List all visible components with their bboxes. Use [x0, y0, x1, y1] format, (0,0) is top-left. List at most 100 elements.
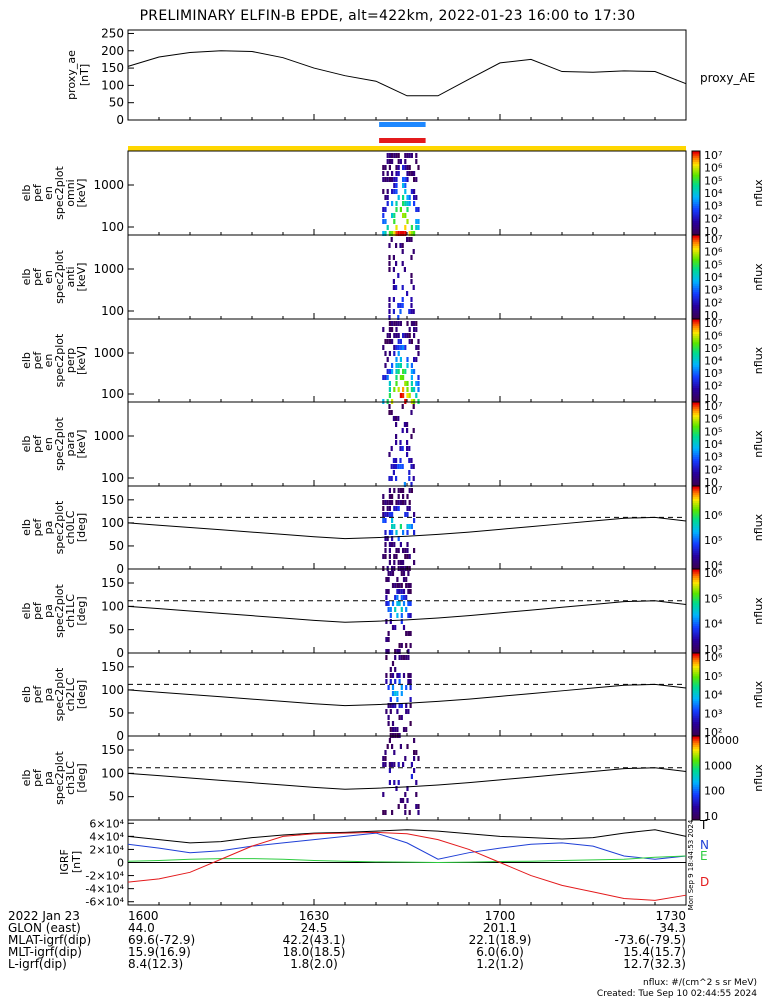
heatmap-ylabel: pa [42, 521, 55, 535]
heatmap-cell [406, 452, 409, 457]
colorbar-segment [692, 621, 700, 625]
colorbar-segment [692, 727, 700, 731]
heatmap-cell [404, 231, 407, 236]
heatmap-cell [402, 589, 406, 594]
heatmap-cell [395, 165, 398, 170]
heatmap-cell [405, 595, 408, 600]
heatmap-cell [388, 387, 391, 392]
colorbar-segment [692, 778, 700, 781]
heatmap-cell [417, 375, 420, 380]
heatmap-cell [382, 762, 385, 767]
colorbar-segment [692, 209, 700, 213]
colorbar-segment [692, 592, 700, 595]
heatmap-cell [382, 327, 385, 332]
heatmap-cell [385, 649, 388, 654]
colorbar-segment [692, 304, 700, 307]
colorbar-segment [692, 285, 700, 288]
heatmap-cell [401, 464, 404, 469]
heatmap-cell [384, 339, 387, 344]
heatmap-cell [403, 482, 406, 487]
heatmap-cell [413, 768, 416, 773]
colorbar-tick-label: 10⁴ [704, 559, 723, 572]
heatmap-cell [384, 375, 387, 380]
heatmap-cell [391, 363, 394, 368]
heatmap-cell [417, 345, 420, 350]
heatmap-cell [410, 524, 413, 529]
heatmap-ytick-label: 100 [101, 220, 124, 234]
heatmap-cell [415, 750, 418, 755]
colorbar-segment [692, 767, 700, 771]
heatmap-cell [409, 613, 412, 618]
heatmap-cell [392, 285, 395, 290]
footer-row-value: 69.6(-72.9) [128, 933, 195, 947]
heatmap-cell [406, 393, 409, 398]
footer-row-label: MLT-igrf(dip) [8, 945, 82, 959]
heatmap-cell [395, 183, 398, 188]
heatmap-cell [403, 267, 406, 272]
heatmap-cell [394, 679, 397, 684]
colorbar-segment [692, 613, 700, 616]
colorbar-segment [692, 163, 700, 167]
colorbar-segment [692, 325, 700, 328]
colorbar-segment [692, 566, 700, 570]
colorbar-segment [692, 799, 700, 802]
heatmap-cell [385, 709, 388, 714]
colorbar-segment [692, 456, 700, 460]
heatmap-cell [400, 613, 403, 618]
heatmap-cell [388, 762, 391, 767]
colorbar-segment [692, 648, 700, 652]
heatmap-cell [384, 351, 387, 356]
heatmap-cell [388, 512, 391, 517]
heatmap-cell [398, 589, 401, 594]
igrf-line-T [127, 829, 687, 844]
colorbar-segment [692, 698, 700, 702]
heatmap-cell [406, 333, 409, 338]
heatmap-cell [402, 375, 405, 380]
colorbar-segment [692, 569, 700, 572]
colorbar-frame [691, 735, 701, 821]
heatmap-cell [386, 500, 389, 505]
colorbar-segment [692, 644, 700, 648]
heatmap-cell [402, 213, 405, 218]
colorbar-segment [692, 600, 700, 604]
colorbar-segment [692, 176, 700, 179]
colorbar-segment [692, 483, 700, 487]
colorbar-segment [692, 598, 700, 601]
heatmap-cell [408, 309, 411, 314]
colorbar-segment [692, 481, 700, 485]
heatmap-cell [402, 625, 406, 630]
colorbar-segment [692, 195, 700, 198]
heatmap-cell [395, 458, 398, 463]
heatmap-cell [395, 369, 398, 374]
heatmap-cell [406, 201, 409, 206]
heatmap-cell [384, 518, 387, 523]
colorbar-segment [692, 310, 700, 314]
colorbar-segment [692, 243, 700, 246]
colorbar-segment [692, 646, 700, 650]
colorbar-segment [692, 494, 700, 497]
heatmap-cell [405, 607, 408, 612]
colorbar-segment [692, 399, 700, 403]
heatmap-4 [388, 404, 415, 487]
heatmap-cell [399, 744, 402, 749]
colorbar-segment [692, 640, 700, 643]
heatmap-cell [397, 171, 400, 176]
heatmap-cell [402, 165, 405, 170]
heatmap-cell [388, 488, 391, 493]
colorbar-segment [692, 270, 700, 274]
heatmap-ytick-label: 100 [101, 599, 124, 613]
heatmap-cell [388, 339, 391, 344]
heatmap-cell [386, 177, 389, 182]
heatmap-ylabel: pa [42, 604, 55, 618]
colorbar-segment [692, 203, 700, 207]
heatmap-cell [401, 404, 404, 409]
heatmap-cell [407, 589, 410, 594]
colorbar-tick-label: 10³ [704, 643, 722, 656]
colorbar-segment [692, 452, 700, 455]
colorbar-segment [692, 302, 700, 305]
colorbar-segment [692, 757, 700, 760]
colorbar-tick-label: 10⁵ [704, 534, 722, 547]
colorbar-segment [692, 389, 700, 393]
colorbar-segment [692, 508, 700, 512]
